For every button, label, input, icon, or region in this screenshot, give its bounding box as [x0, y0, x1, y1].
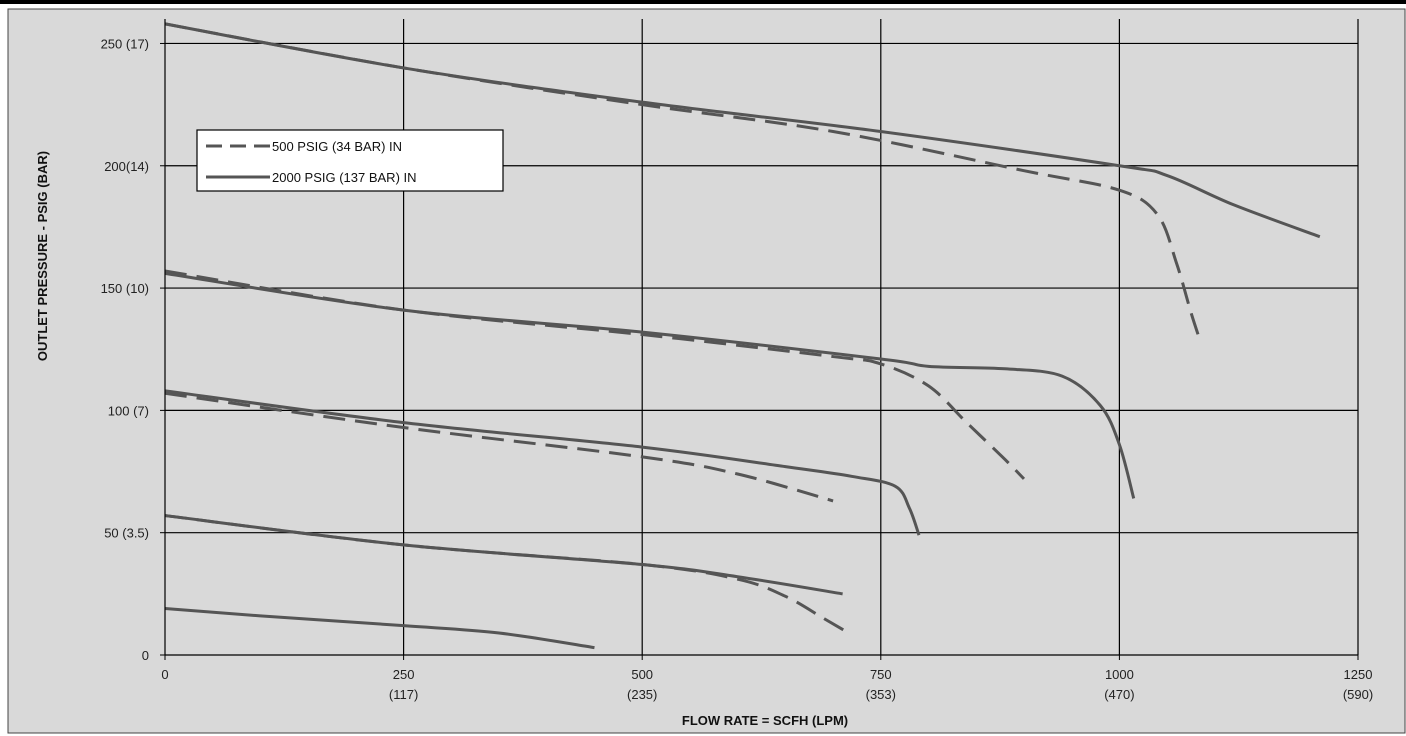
- x-tick-label: 250: [393, 667, 415, 682]
- y-axis-title: OUTLET PRESSURE - PSIG (BAR): [35, 151, 50, 361]
- x-tick-sublabel: (235): [627, 687, 657, 702]
- y-tick-label: 100 (7): [108, 403, 149, 418]
- top-rule: [0, 0, 1406, 4]
- series-line-solid-3: [164, 271, 1136, 499]
- x-tick-sublabel: (590): [1343, 687, 1373, 702]
- x-tick-labels: 0 250 (117) 500 (235) 750 (353) 1000 (470) 1250 (5…: [161, 655, 1373, 702]
- legend-box: [196, 129, 504, 192]
- series-line-dashed-4: [164, 391, 834, 503]
- y-tick-label: 50 (3.5): [104, 526, 149, 541]
- y-tick-label: 200(14): [104, 159, 149, 174]
- x-tick-label: 500: [631, 667, 653, 682]
- x-tick-sublabel: (470): [1104, 687, 1134, 702]
- x-axis-title: FLOW RATE = SCFH (LPM): [682, 713, 848, 728]
- x-tick-sublabel: (117): [389, 687, 418, 702]
- legend-label-dashed: 500 PSIG (34 BAR) IN: [272, 139, 402, 154]
- x-tick-label: 0: [161, 667, 168, 682]
- x-tick-label: 1000: [1105, 667, 1134, 682]
- grid: [165, 19, 1359, 655]
- x-tick-sublabel: (353): [866, 687, 896, 702]
- x-tick-label: 1250: [1344, 667, 1373, 682]
- legend-label-solid: 2000 PSIG (137 BAR) IN: [272, 170, 417, 185]
- series-group: [164, 22, 1321, 650]
- chart-frame: [7, 8, 1406, 734]
- y-tick-label: 0: [142, 648, 149, 663]
- series-line-solid-8: [164, 607, 595, 650]
- series-line-solid-1: [164, 22, 1321, 239]
- legend: 500 PSIG (34 BAR) IN 2000 PSIG (137 BAR)…: [196, 129, 504, 192]
- y-tick-labels: 0 50 (3.5) 100 (7) 150 (10) 200(14) 250 (17): [101, 36, 165, 663]
- y-tick-label: 250 (17): [101, 36, 149, 51]
- x-tick-label: 750: [870, 667, 892, 682]
- series-line-solid-5: [164, 389, 921, 536]
- y-tick-label: 150 (10): [101, 281, 149, 296]
- series-line-solid-7: [164, 514, 843, 596]
